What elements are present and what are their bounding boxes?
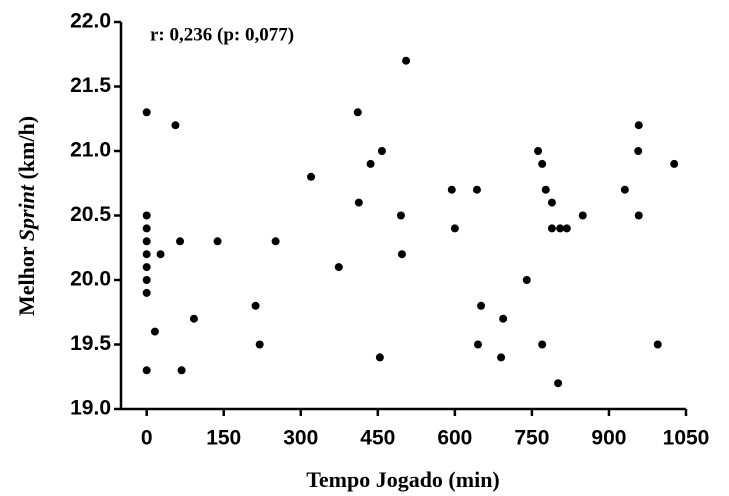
point — [556, 224, 565, 233]
point — [366, 159, 375, 168]
point — [353, 108, 362, 117]
point — [653, 340, 662, 349]
point — [354, 198, 363, 207]
point — [271, 237, 280, 246]
point — [534, 147, 543, 155]
point — [473, 340, 482, 349]
y-tick-label: 21.5 — [70, 74, 111, 97]
point — [142, 237, 151, 246]
point — [634, 211, 643, 220]
point — [396, 211, 405, 220]
x-tick-label: 1050 — [663, 427, 710, 450]
point — [562, 224, 571, 233]
point — [499, 314, 508, 323]
point — [620, 185, 629, 194]
point — [447, 185, 456, 194]
point — [375, 353, 384, 362]
point — [142, 366, 151, 375]
annotation: r: 0,236 (p: 0,077) — [150, 24, 294, 45]
y-axis-title-part: Melhor — [14, 241, 39, 316]
point — [634, 121, 643, 130]
point — [522, 276, 531, 284]
x-tick-label: 150 — [206, 427, 241, 450]
point — [397, 250, 406, 259]
y-tick-label: 19.5 — [70, 332, 111, 355]
point — [176, 237, 185, 246]
point — [142, 263, 151, 272]
x-tick-label: 900 — [591, 427, 626, 450]
point — [142, 250, 151, 259]
x-axis-title: Tempo Jogado (min) — [306, 467, 500, 492]
y-axis-title: Melhor Sprint (km/h) — [14, 116, 39, 316]
point — [497, 353, 506, 362]
point — [554, 379, 563, 388]
point — [171, 121, 180, 130]
x-tick-label: 0 — [141, 427, 153, 450]
point — [377, 147, 386, 155]
point — [150, 327, 159, 336]
x-tick-label: 750 — [514, 427, 549, 450]
point — [578, 211, 587, 220]
point — [538, 159, 547, 168]
point — [142, 276, 151, 284]
point — [142, 108, 151, 117]
point — [670, 159, 679, 168]
y-tick-label: 20.5 — [70, 203, 111, 226]
point — [634, 147, 643, 155]
point — [213, 237, 222, 246]
point — [541, 185, 550, 194]
point — [334, 263, 343, 272]
point — [189, 314, 198, 323]
y-tick-label: 19.0 — [70, 397, 111, 420]
point — [547, 224, 556, 233]
point — [307, 172, 316, 181]
point — [547, 198, 556, 207]
point — [538, 340, 547, 349]
point — [156, 250, 165, 259]
point — [251, 301, 260, 310]
x-tick-label: 300 — [283, 427, 318, 450]
point — [402, 56, 411, 65]
point — [255, 340, 264, 349]
x-tick-label: 450 — [360, 427, 395, 450]
point — [472, 185, 481, 194]
y-tick-label: 21.0 — [70, 139, 111, 162]
y-axis-title-part: Sprint — [14, 184, 39, 241]
point — [477, 301, 486, 310]
point — [142, 224, 151, 233]
x-tick-label: 600 — [437, 427, 472, 450]
point — [142, 288, 151, 297]
point — [142, 211, 151, 220]
y-tick-label: 22.0 — [70, 10, 111, 33]
point — [177, 366, 186, 375]
point — [450, 224, 459, 233]
y-axis-title-part: (km/h) — [14, 116, 39, 185]
y-tick-label: 20.0 — [70, 268, 111, 291]
